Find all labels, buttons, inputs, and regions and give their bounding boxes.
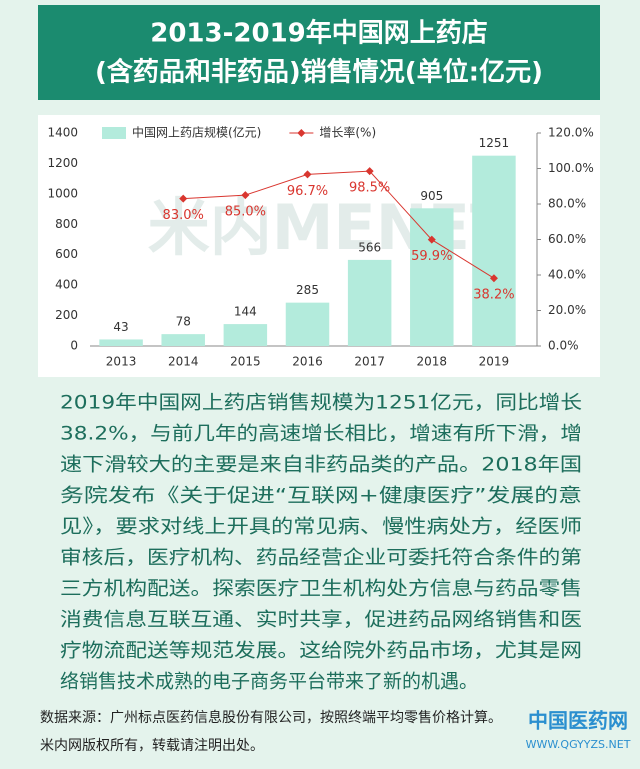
body-line: 三方机构配送。探索医疗卫生机构处方信息与药品零售 bbox=[60, 578, 582, 600]
rate-value-label: 59.9% bbox=[411, 249, 452, 264]
body-line: 疗物流配送等规范发展。这给院外药品市场，尤其是网 bbox=[60, 640, 582, 662]
legend-swatch bbox=[102, 127, 126, 139]
legend-label: 中国网上药店规模(亿元) bbox=[132, 125, 261, 140]
rate-value-label: 85.0% bbox=[225, 205, 266, 220]
bar bbox=[472, 155, 516, 346]
bar-value-label: 144 bbox=[234, 305, 257, 319]
body-line: 审核后，医疗机构、药品经营企业可委托符合条件的第 bbox=[60, 547, 582, 569]
bar-value-label: 43 bbox=[113, 320, 128, 334]
x-tick-label: 2014 bbox=[168, 355, 199, 369]
body-line: 务院发布《关于促进“互联网+健康医疗”发展的意 bbox=[60, 485, 582, 507]
rate-value-label: 98.5% bbox=[349, 181, 390, 196]
bar-value-label: 285 bbox=[296, 283, 319, 297]
rate-marker bbox=[241, 191, 250, 200]
rate-marker bbox=[303, 170, 312, 179]
footer-line: 米内网版权所有，转载请注明出处。 bbox=[40, 738, 264, 754]
y2-tick-label: 20.0% bbox=[548, 303, 586, 317]
rate-marker bbox=[179, 194, 188, 203]
title-banner bbox=[38, 5, 600, 100]
body-line: 见》，要求对线上开具的常见病、慢性病处方，经医师 bbox=[60, 516, 582, 538]
y-tick-label: 600 bbox=[55, 247, 78, 261]
y2-tick-label: 60.0% bbox=[548, 232, 586, 246]
x-tick-label: 2017 bbox=[354, 355, 385, 369]
legend-label: 增长率(%) bbox=[319, 125, 376, 140]
legend-marker bbox=[297, 129, 306, 137]
y-tick-label: 1000 bbox=[47, 186, 78, 200]
y2-tick-label: 100.0% bbox=[548, 161, 594, 175]
y-tick-label: 800 bbox=[55, 217, 78, 231]
bar bbox=[347, 259, 392, 346]
rate-value-label: 83.0% bbox=[163, 208, 204, 223]
rate-value-label: 96.7% bbox=[287, 184, 328, 199]
logo-url: WWW.QGYYZS.NET bbox=[526, 738, 631, 751]
x-tick-label: 2013 bbox=[106, 355, 137, 369]
bar bbox=[99, 339, 143, 346]
x-tick-label: 2018 bbox=[417, 355, 448, 369]
rate-marker bbox=[427, 235, 436, 244]
bar bbox=[285, 302, 330, 346]
y-tick-label: 0 bbox=[70, 339, 78, 353]
y2-tick-label: 80.0% bbox=[548, 197, 586, 211]
bar-value-label: 78 bbox=[176, 315, 191, 329]
y2-tick-label: 0.0% bbox=[548, 339, 579, 353]
bar-value-label: 905 bbox=[420, 189, 443, 203]
watermark: 米内MENET bbox=[148, 191, 513, 264]
bar-value-label: 1251 bbox=[479, 136, 510, 150]
footer-line: 数据来源：广州标点医药信息股份有限公司，按照终端平均零售价格计算。 bbox=[40, 709, 502, 726]
y-tick-label: 200 bbox=[55, 308, 78, 322]
y2-tick-label: 120.0% bbox=[548, 126, 594, 140]
bar bbox=[410, 208, 454, 346]
y-tick-label: 1400 bbox=[47, 126, 78, 140]
bar bbox=[223, 324, 268, 346]
rate-line bbox=[183, 170, 495, 279]
bar bbox=[161, 334, 205, 346]
rate-value-label: 38.2% bbox=[473, 288, 514, 303]
body-line: 38.2%，与前几年的高速增长相比，增速有所下滑，增 bbox=[60, 423, 582, 445]
y2-tick-label: 40.0% bbox=[548, 268, 586, 282]
rate-marker bbox=[365, 167, 374, 176]
body-line: 络销售技术成熟的电子商务平台带来了新的机遇。 bbox=[60, 671, 478, 693]
y-tick-label: 400 bbox=[55, 278, 78, 292]
x-tick-label: 2015 bbox=[230, 355, 261, 369]
bar-value-label: 566 bbox=[358, 240, 381, 254]
title-line: 2013-2019年中国网上药店 bbox=[150, 18, 488, 49]
body-line: 消费信息互联互通、实时共享，促进药品网络销售和医 bbox=[60, 609, 582, 631]
logo: 中国医药网 bbox=[528, 709, 628, 733]
x-tick-label: 2016 bbox=[292, 355, 323, 369]
x-tick-label: 2019 bbox=[479, 355, 510, 369]
y-tick-label: 1200 bbox=[47, 156, 78, 170]
rate-marker bbox=[489, 274, 498, 283]
title-line: (含药品和非药品)销售情况(单位:亿元) bbox=[95, 57, 543, 88]
body-line: 2019年中国网上药店销售规模为1251亿元，同比增长 bbox=[60, 392, 582, 414]
body-line: 速下滑较大的主要是来自非药品类的产品。2018年国 bbox=[60, 454, 582, 476]
